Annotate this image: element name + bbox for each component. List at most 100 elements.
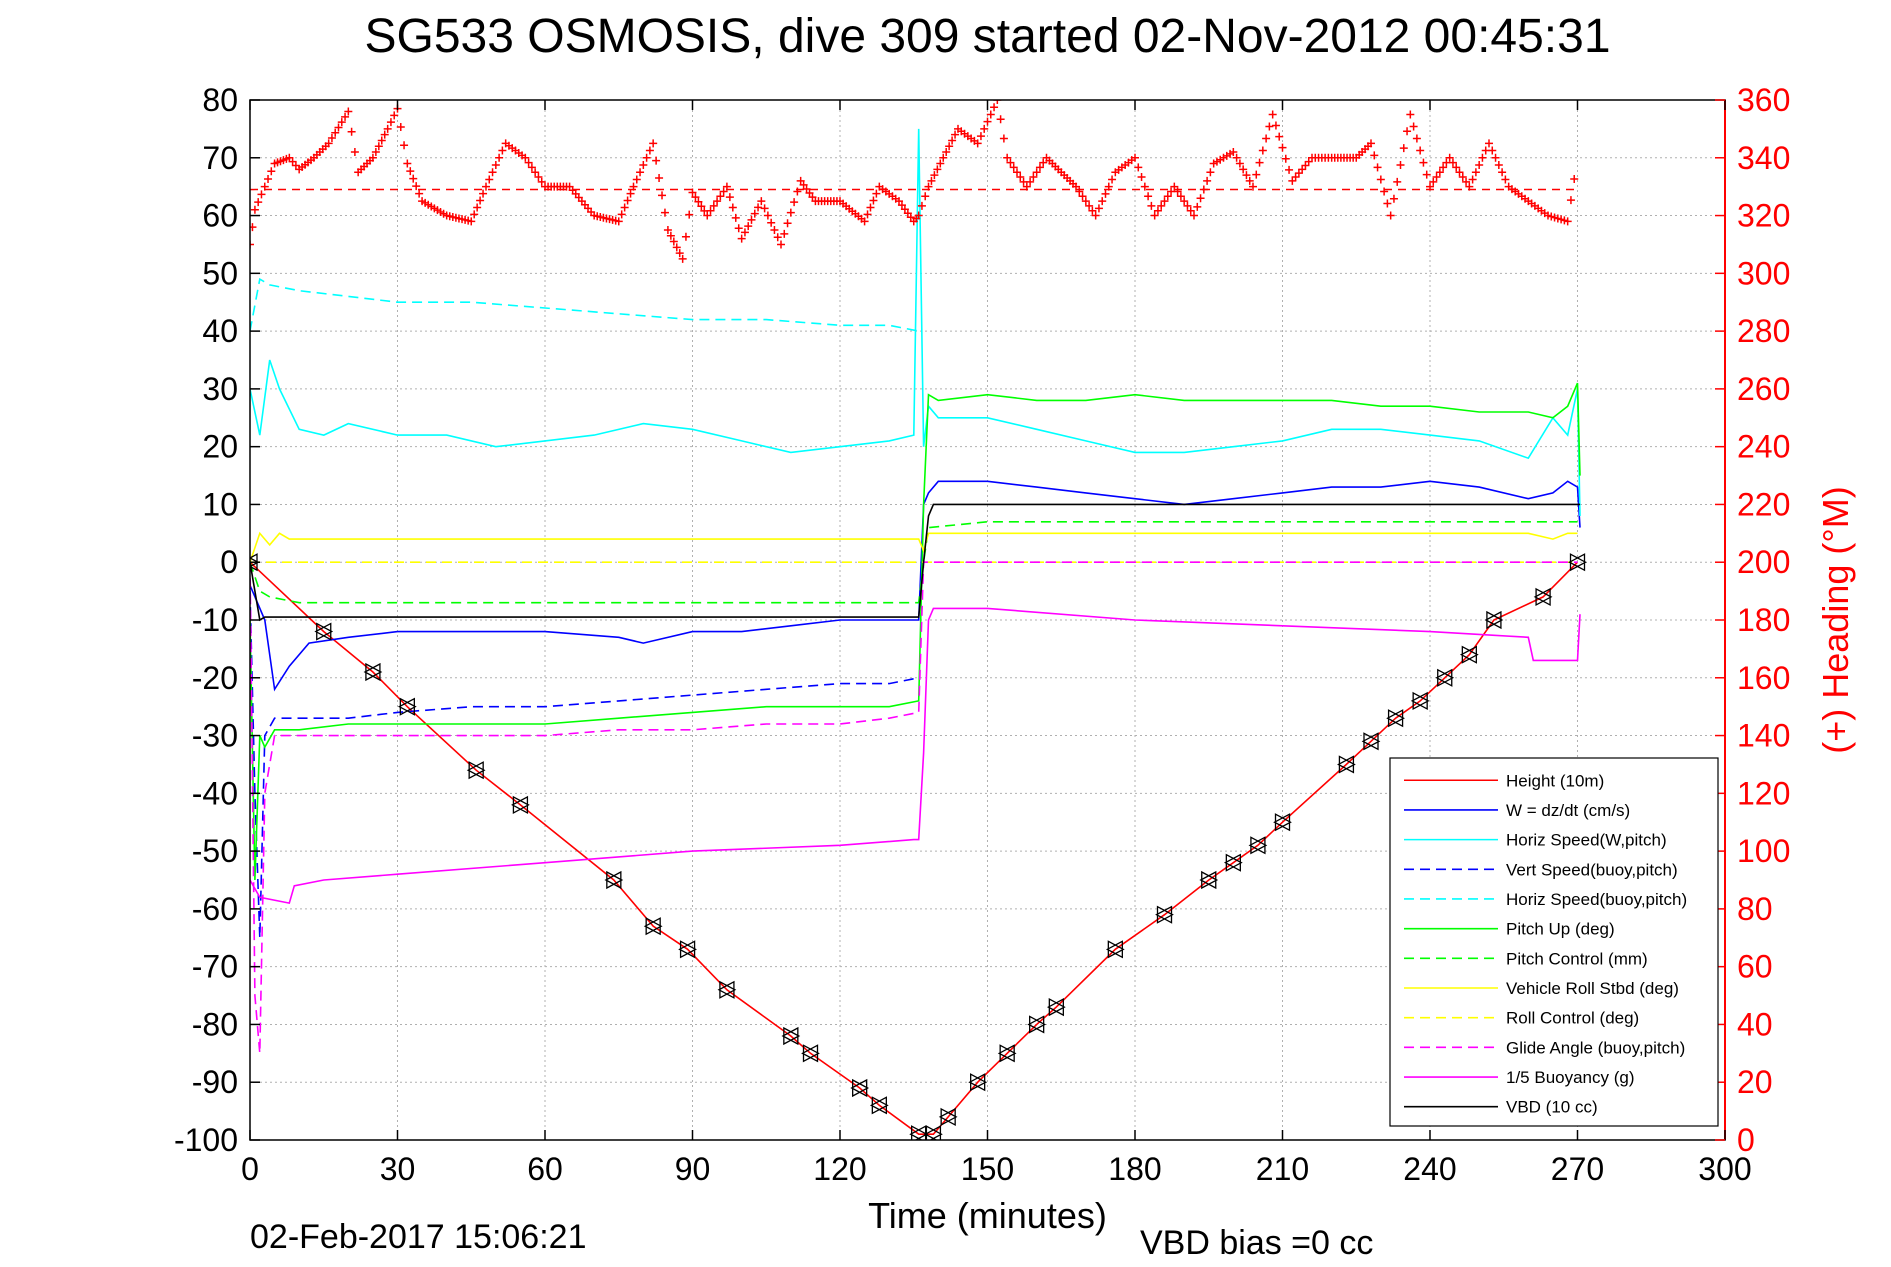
heading-marker — [1455, 168, 1464, 177]
legend-label: Roll Control (deg) — [1506, 1009, 1639, 1028]
marker-triangle-left — [997, 1044, 1015, 1063]
x-tick-label: 270 — [1551, 1151, 1604, 1187]
heading-marker — [976, 132, 985, 141]
heading-marker — [327, 134, 336, 143]
y-tick-label-left: 60 — [202, 198, 238, 234]
heading-marker — [917, 201, 926, 210]
heading-marker — [740, 228, 749, 237]
heading-marker — [993, 100, 1002, 104]
heading-marker — [412, 182, 421, 191]
y-tick-label-right: 360 — [1737, 82, 1790, 118]
y-tick-label-left: -90 — [192, 1064, 238, 1100]
y-tick-label-right: 40 — [1737, 1006, 1773, 1042]
heading-marker — [713, 197, 722, 206]
height-marker — [1273, 813, 1292, 832]
y-tick-label-left: -70 — [192, 949, 238, 985]
height-marker — [1199, 870, 1219, 890]
heading-marker — [900, 205, 909, 214]
heading-marker — [669, 237, 678, 246]
height-marker — [643, 917, 663, 936]
marker-triangle-left — [1484, 610, 1502, 630]
heading-marker — [860, 217, 869, 226]
height-marker — [1248, 836, 1268, 855]
heading-marker — [257, 190, 266, 199]
heading-marker — [531, 168, 540, 177]
x-tick-label: 300 — [1698, 1151, 1751, 1187]
heading-marker — [897, 201, 906, 210]
y-tick-label-right: 80 — [1737, 891, 1773, 927]
series-line-7 — [250, 520, 1578, 604]
height-marker — [801, 1044, 820, 1063]
height-marker — [363, 662, 383, 682]
marker-triangle-left — [1273, 813, 1291, 832]
heading-marker — [655, 174, 664, 182]
heading-marker — [1383, 199, 1392, 208]
heading-marker — [1249, 182, 1257, 191]
heading-marker — [1160, 197, 1169, 206]
marker-triangle-left — [511, 795, 529, 814]
y-tick-label-left: -30 — [192, 718, 238, 754]
heading-marker — [396, 122, 405, 131]
heading-marker — [703, 211, 712, 220]
heading-marker — [1278, 143, 1287, 152]
height-marker — [924, 1125, 943, 1140]
x-tick-label: 240 — [1403, 1151, 1456, 1187]
heading-marker — [537, 177, 546, 186]
heading-marker — [808, 193, 817, 202]
y-tick-label-right: 100 — [1737, 833, 1790, 869]
heading-marker — [933, 165, 942, 174]
heading-marker — [906, 213, 915, 222]
legend-label: Vehicle Roll Stbd (deg) — [1506, 979, 1679, 998]
heading-marker — [1458, 173, 1467, 182]
y-tick-label-left: 50 — [202, 255, 238, 291]
marker-triangle-left — [1459, 645, 1477, 664]
marker-triangle-left — [1105, 940, 1123, 959]
heading-marker — [400, 141, 409, 150]
legend-label: 1/5 Buoyancy (g) — [1506, 1068, 1635, 1087]
marker-triangle-left — [1361, 732, 1379, 751]
heading-marker — [639, 161, 648, 169]
heading-marker — [895, 197, 903, 206]
heading-marker — [1258, 146, 1267, 155]
heading-marker — [1078, 192, 1087, 201]
heading-marker — [1039, 158, 1048, 167]
y-tick-label-left: 40 — [202, 313, 238, 349]
series-line-12 — [250, 503, 1580, 622]
heading-marker — [403, 159, 412, 168]
heading-marker — [1173, 187, 1182, 196]
x-tick-label: 0 — [241, 1151, 259, 1187]
series-line-11 — [250, 607, 1581, 905]
heading-marker — [1570, 174, 1579, 183]
heading-marker — [694, 197, 703, 206]
heading-marker — [763, 211, 772, 220]
heading-marker — [1386, 211, 1395, 220]
marker-triangle-left — [1223, 853, 1241, 872]
heading-marker — [973, 139, 982, 148]
series-line-4 — [250, 591, 919, 938]
heading-marker — [1475, 161, 1484, 169]
legend-label: Height (10m) — [1506, 771, 1604, 790]
marker-triangle-left — [924, 1125, 942, 1140]
heading-marker — [254, 198, 263, 207]
heading-marker — [377, 136, 386, 145]
heading-marker — [642, 153, 651, 162]
marker-triangle-left — [1533, 587, 1551, 606]
heading-marker — [750, 209, 759, 218]
heading-marker — [337, 118, 346, 127]
heading-marker — [1098, 197, 1107, 206]
height-marker — [1027, 1015, 1047, 1034]
x-tick-label: 210 — [1256, 1151, 1309, 1187]
heading-marker — [866, 203, 875, 212]
heading-marker — [1409, 122, 1418, 131]
heading-marker — [1271, 121, 1280, 130]
heading-marker — [1245, 176, 1254, 185]
y-tick-label-left: 30 — [202, 371, 238, 407]
heading-marker — [697, 202, 706, 211]
heading-marker — [1193, 202, 1202, 211]
marker-triangle-left — [363, 662, 381, 682]
height-marker — [1223, 853, 1243, 872]
heading-marker — [470, 210, 479, 219]
heading-marker — [1199, 185, 1208, 194]
heading-marker — [924, 182, 933, 191]
heading-marker — [1435, 168, 1444, 177]
